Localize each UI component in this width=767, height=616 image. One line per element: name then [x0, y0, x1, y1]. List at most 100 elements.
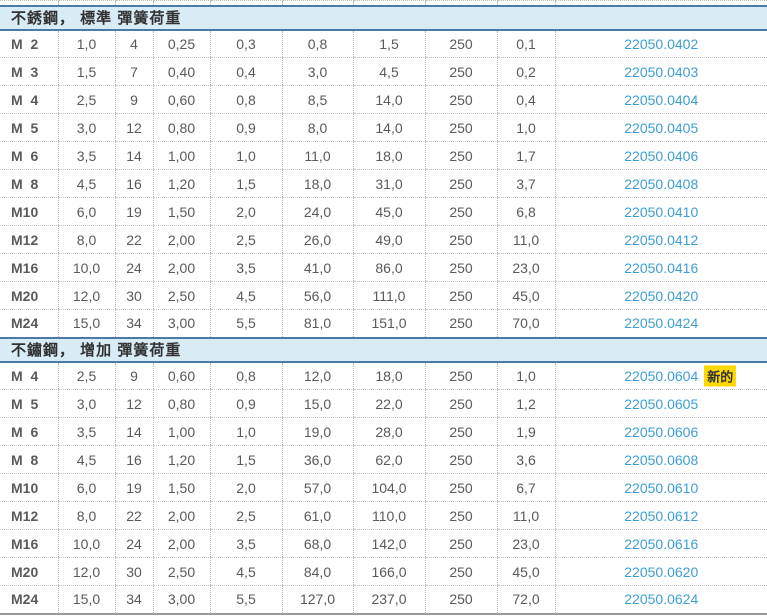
article-number-link[interactable]: 22050.0616: [624, 535, 699, 552]
value-cell: 3,0: [281, 57, 353, 86]
value-cell: 250: [424, 473, 497, 502]
value-cell: 2,5: [209, 225, 282, 254]
value-cell: 18,0: [281, 169, 353, 198]
value-cell: 1,0: [57, 29, 115, 58]
value-cell: 3,5: [209, 253, 282, 282]
value-cell: 250: [424, 585, 497, 614]
table-row: M16 10,0 24 2,00 3,5 41,0 86,0 250 23,0 22050.041…: [0, 253, 767, 282]
value-cell: 18,0: [352, 361, 425, 390]
value-cell: 250: [424, 529, 497, 558]
value-cell: 0,3: [209, 29, 282, 58]
value-cell: 24,0: [281, 197, 353, 226]
article-number-link[interactable]: 22050.0416: [624, 259, 699, 276]
value-cell: 56,0: [281, 281, 353, 310]
article-number-link[interactable]: 22050.0606: [624, 423, 699, 440]
value-cell: 1,5: [209, 445, 282, 474]
value-cell: 2,50: [152, 281, 210, 310]
article-number-link[interactable]: 22050.0410: [624, 203, 699, 220]
value-cell: 7: [114, 57, 153, 86]
value-cell: 9: [114, 85, 153, 114]
value-cell: 45,0: [496, 557, 555, 586]
section-header-row: 不鏽鋼， 增加 彈簧荷重: [0, 336, 767, 363]
value-cell: 18,0: [352, 141, 425, 170]
article-wrap: 22050.0404: [624, 92, 698, 108]
value-cell: 8,5: [281, 85, 353, 114]
value-cell: 0,9: [209, 113, 282, 142]
value-cell: 72,0: [496, 585, 555, 614]
section-header-row: 不銹鋼， 標準 彈簧荷重: [0, 4, 767, 31]
article-number-link[interactable]: 22050.0404: [624, 91, 699, 108]
value-cell: 4,5: [352, 57, 425, 86]
section-title: 不鏽鋼， 增加 彈簧荷重: [0, 336, 767, 363]
value-cell: 2,5: [209, 501, 282, 530]
value-cell: 3,0: [57, 113, 115, 142]
value-cell: 0,4: [209, 57, 282, 86]
article-wrap: 22050.0402: [624, 36, 698, 52]
value-cell: 10,0: [57, 529, 115, 558]
value-cell: 61,0: [281, 501, 353, 530]
article-number-link[interactable]: 22050.0624: [624, 591, 699, 608]
new-badge: 新的: [704, 365, 737, 387]
article-number-link[interactable]: 22050.0412: [624, 231, 699, 248]
article-number-link[interactable]: 22050.0402: [624, 35, 699, 52]
value-cell: 151,0: [352, 309, 425, 338]
thread-size-cell: M 8: [0, 445, 58, 474]
article-cell: 22050.0610: [554, 473, 767, 502]
table-row: M12 8,0 22 2,00 2,5 61,0 110,0 250 11,0 22050.061…: [0, 501, 767, 530]
section-title: 不銹鋼， 標準 彈簧荷重: [0, 4, 767, 31]
thread-size-cell: M 6: [0, 141, 58, 170]
value-cell: 31,0: [352, 169, 425, 198]
value-cell: 70,0: [496, 309, 555, 338]
value-cell: 250: [424, 389, 497, 418]
value-cell: 250: [424, 197, 497, 226]
value-cell: 30: [114, 557, 153, 586]
table-row: M 8 4,5 16 1,20 1,5 18,0 31,0 250 3,7 22050.0408: [0, 169, 767, 198]
table-row: M24 15,0 34 3,00 5,5 81,0 151,0 250 70,0 22050.04…: [0, 309, 767, 338]
value-cell: 1,20: [152, 169, 210, 198]
value-cell: 3,00: [152, 309, 210, 338]
value-cell: 6,0: [57, 197, 115, 226]
article-number-link[interactable]: 22050.0605: [624, 395, 699, 412]
thread-size-cell: M12: [0, 225, 58, 254]
article-cell: 22050.0404: [554, 85, 767, 114]
value-cell: 23,0: [496, 253, 555, 282]
value-cell: 12: [114, 389, 153, 418]
table-row: M10 6,0 19 1,50 2,0 24,0 45,0 250 6,8 22050.0410: [0, 197, 767, 226]
table-row: M20 12,0 30 2,50 4,5 84,0 166,0 250 45,0 22050.06…: [0, 557, 767, 586]
value-cell: 16: [114, 169, 153, 198]
article-number-link[interactable]: 22050.0424: [624, 315, 699, 332]
value-cell: 0,60: [152, 85, 210, 114]
value-cell: 2,00: [152, 225, 210, 254]
value-cell: 1,9: [496, 417, 555, 446]
value-cell: 12,0: [57, 557, 115, 586]
value-cell: 4,5: [209, 557, 282, 586]
value-cell: 250: [424, 113, 497, 142]
value-cell: 41,0: [281, 253, 353, 282]
value-cell: 57,0: [281, 473, 353, 502]
article-number-link[interactable]: 22050.0405: [624, 119, 699, 136]
value-cell: 1,00: [152, 141, 210, 170]
article-number-link[interactable]: 22050.0608: [624, 451, 699, 468]
article-number-link[interactable]: 22050.0406: [624, 147, 699, 164]
value-cell: 24: [114, 253, 153, 282]
value-cell: 2,00: [152, 529, 210, 558]
article-number-link[interactable]: 22050.0604: [624, 367, 699, 384]
article-number-link[interactable]: 22050.0420: [624, 287, 699, 304]
value-cell: 14: [114, 141, 153, 170]
article-number-link[interactable]: 22050.0610: [624, 479, 699, 496]
article-number-link[interactable]: 22050.0403: [624, 63, 699, 80]
value-cell: 1,5: [57, 57, 115, 86]
value-cell: 34: [114, 585, 153, 614]
value-cell: 12,0: [281, 361, 353, 390]
article-number-link[interactable]: 22050.0408: [624, 175, 699, 192]
value-cell: 15,0: [57, 309, 115, 338]
article-cell: 22050.0624: [554, 585, 767, 614]
thread-size-cell: M10: [0, 473, 58, 502]
thread-size-cell: M12: [0, 501, 58, 530]
article-number-link[interactable]: 22050.0612: [624, 507, 699, 524]
value-cell: 6,8: [496, 197, 555, 226]
article-number-link[interactable]: 22050.0620: [624, 563, 699, 580]
value-cell: 26,0: [281, 225, 353, 254]
value-cell: 14: [114, 417, 153, 446]
table-row: M 8 4,5 16 1,20 1,5 36,0 62,0 250 3,6 22050.0608: [0, 445, 767, 474]
